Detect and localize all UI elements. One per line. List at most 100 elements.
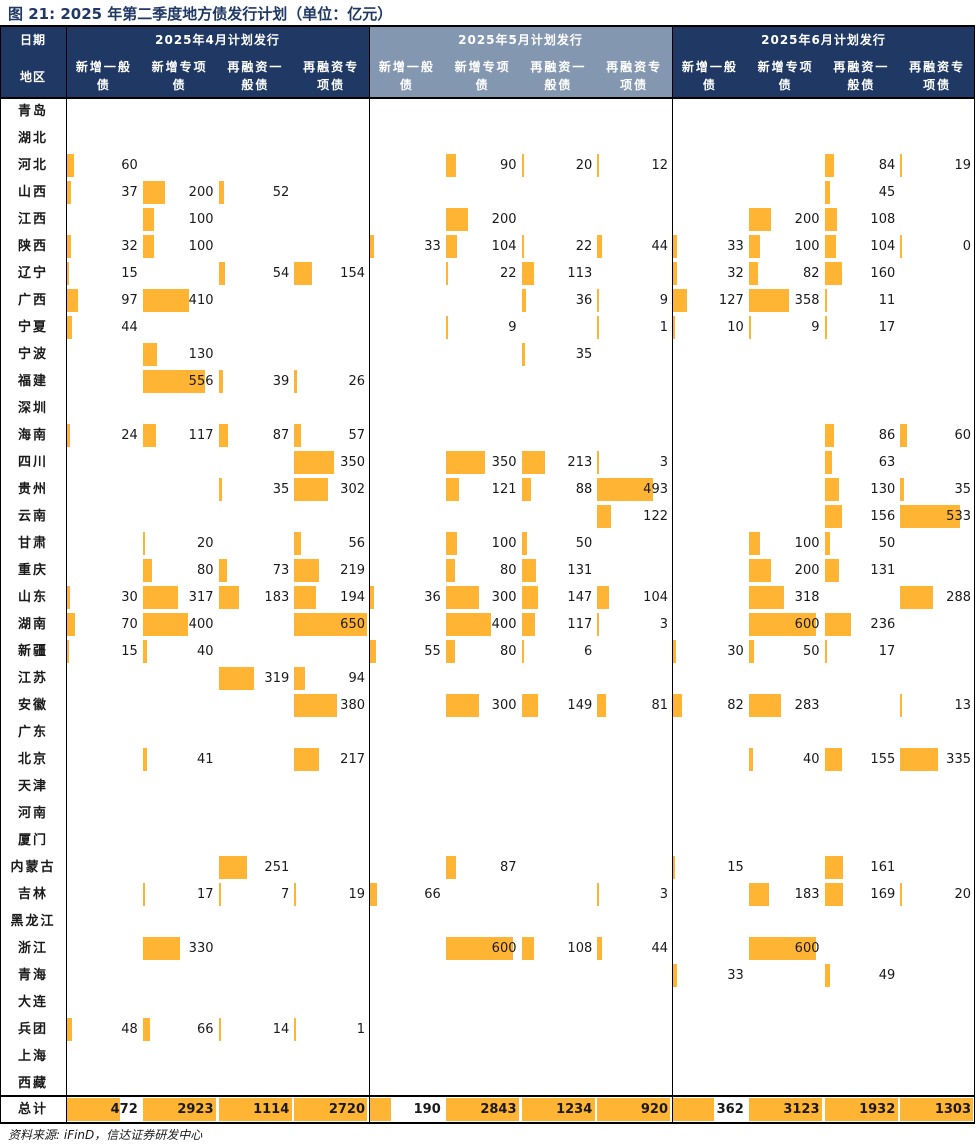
- value-label: 1: [659, 320, 668, 335]
- region-label: 青岛: [17, 104, 48, 119]
- column-header-line1: 再融资专: [303, 60, 360, 74]
- value-bar: [673, 235, 677, 258]
- column-header: 新增专项债: [141, 53, 218, 99]
- total-value: 1114: [253, 1102, 290, 1117]
- value-bar: [67, 1018, 73, 1041]
- value-label: 213: [567, 455, 593, 470]
- value-label: 317: [188, 590, 214, 605]
- value-label: 100: [794, 239, 820, 254]
- value-label: 73: [272, 563, 290, 578]
- value-bar: [142, 640, 148, 663]
- value-label: 40: [196, 644, 214, 659]
- total-value: 1303: [934, 1102, 971, 1117]
- value-bar: [294, 586, 317, 609]
- month-header: 2025年5月计划发行: [369, 26, 672, 53]
- column-header-line2: 债: [702, 78, 717, 92]
- value-label: 9: [659, 293, 668, 308]
- value-label: 283: [794, 698, 820, 713]
- value-label: 600: [491, 941, 517, 956]
- column-header-line2: 债: [778, 78, 793, 92]
- total-bar: [521, 1098, 595, 1121]
- value-bar: [294, 424, 301, 447]
- region-label: 新疆: [17, 644, 48, 659]
- column-header-line1: 再融资一: [227, 60, 284, 74]
- value-bar: [673, 856, 675, 879]
- value-bar: [673, 289, 688, 312]
- value-bar: [748, 289, 789, 312]
- value-bar: [370, 586, 375, 609]
- value-bar: [67, 181, 72, 204]
- total-value: 2720: [328, 1102, 365, 1117]
- value-bar: [67, 262, 69, 285]
- value-bar: [445, 613, 491, 636]
- region-label: 四川: [17, 455, 48, 470]
- value-label: 30: [121, 590, 138, 605]
- value-label: 52: [272, 185, 290, 200]
- region-label: 大连: [17, 995, 48, 1010]
- region-label: 福建: [17, 374, 48, 389]
- value-label: 63: [878, 455, 896, 470]
- value-bar: [67, 289, 78, 312]
- value-bar: [748, 316, 751, 339]
- value-bar: [824, 856, 843, 879]
- value-label: 97: [121, 293, 138, 308]
- value-label: 169: [870, 887, 896, 902]
- value-bar: [748, 748, 754, 771]
- region-label: 浙江: [17, 941, 48, 956]
- value-bar: [597, 883, 600, 906]
- value-bar: [218, 559, 227, 582]
- value-label: 121: [491, 482, 517, 497]
- value-bar: [748, 694, 781, 717]
- value-label: 113: [567, 266, 593, 281]
- value-label: 82: [727, 698, 744, 713]
- value-bar: [142, 1018, 151, 1041]
- value-bar: [597, 586, 609, 609]
- value-bar: [597, 451, 600, 474]
- value-label: 1: [356, 1022, 365, 1037]
- value-label: 108: [567, 941, 593, 956]
- value-bar: [521, 532, 528, 555]
- total-bar: [824, 1098, 898, 1121]
- value-label: 104: [491, 239, 517, 254]
- value-label: 48: [121, 1022, 138, 1037]
- value-label: 12: [651, 158, 668, 173]
- value-bar: [521, 478, 532, 501]
- value-bar: [597, 937, 603, 960]
- value-bar: [294, 451, 334, 474]
- value-label: 55: [424, 644, 441, 659]
- value-label: 400: [188, 617, 214, 632]
- value-bar: [67, 424, 70, 447]
- column-header-line2: 项债: [923, 78, 952, 92]
- value-bar: [824, 748, 842, 771]
- value-label: 17: [878, 644, 896, 659]
- total-bar: [673, 1098, 714, 1121]
- grid-hline: [0, 1122, 975, 1124]
- value-label: 9: [508, 320, 517, 335]
- total-bar: [142, 1098, 216, 1121]
- value-label: 149: [567, 698, 593, 713]
- value-label: 104: [643, 590, 668, 605]
- column-header-line1: 再融资一: [530, 60, 587, 74]
- region-label: 江西: [17, 212, 48, 227]
- value-label: 50: [802, 644, 820, 659]
- value-label: 33: [424, 239, 441, 254]
- value-bar: [824, 262, 843, 285]
- value-label: 0: [962, 239, 971, 254]
- region-label: 湖北: [17, 131, 48, 146]
- value-bar: [824, 478, 840, 501]
- value-bar: [521, 586, 538, 609]
- value-label: 86: [878, 428, 896, 443]
- value-label: 400: [491, 617, 517, 632]
- value-bar: [824, 532, 831, 555]
- value-label: 22: [499, 266, 517, 281]
- value-label: 15: [121, 644, 138, 659]
- value-bar: [748, 208, 772, 231]
- value-bar: [521, 154, 524, 177]
- value-label: 44: [121, 320, 138, 335]
- value-bar: [445, 559, 455, 582]
- value-label: 80: [196, 563, 214, 578]
- value-label: 217: [340, 752, 365, 767]
- value-label: 87: [272, 428, 290, 443]
- value-bar: [294, 694, 337, 717]
- value-bar: [597, 235, 603, 258]
